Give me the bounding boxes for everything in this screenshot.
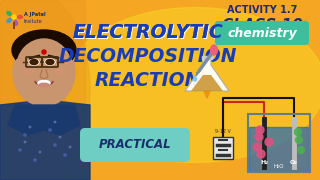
Text: Insitute: Insitute (24, 19, 43, 24)
Circle shape (39, 151, 41, 153)
Bar (248, 114, 310, 172)
Polygon shape (0, 100, 90, 180)
Circle shape (24, 141, 26, 143)
Ellipse shape (30, 60, 38, 64)
Circle shape (265, 138, 273, 146)
Ellipse shape (39, 83, 49, 87)
Ellipse shape (65, 8, 320, 163)
Ellipse shape (211, 45, 218, 55)
Circle shape (256, 126, 264, 134)
Text: ELECTROLYTIC: ELECTROLYTIC (73, 22, 223, 42)
Ellipse shape (14, 37, 74, 67)
Polygon shape (185, 58, 229, 91)
Text: H₂O: H₂O (274, 164, 284, 169)
Text: DECOMPOSITION: DECOMPOSITION (59, 46, 237, 66)
Polygon shape (8, 105, 80, 135)
Circle shape (257, 150, 265, 158)
Polygon shape (0, 0, 85, 180)
Text: REACTION: REACTION (95, 71, 201, 89)
Ellipse shape (47, 60, 53, 64)
Ellipse shape (38, 80, 50, 86)
Circle shape (54, 144, 56, 146)
Circle shape (42, 50, 46, 54)
Ellipse shape (14, 20, 18, 25)
Text: O₂: O₂ (290, 160, 298, 165)
Circle shape (69, 146, 71, 148)
Text: chemistry: chemistry (227, 26, 297, 39)
Circle shape (34, 159, 36, 161)
Circle shape (19, 149, 21, 151)
Ellipse shape (17, 39, 71, 97)
Ellipse shape (29, 59, 39, 65)
Ellipse shape (23, 69, 33, 75)
Ellipse shape (0, 0, 90, 180)
Circle shape (64, 154, 66, 156)
Text: H₂: H₂ (260, 160, 268, 165)
Polygon shape (196, 71, 200, 76)
Bar (213, 137, 233, 159)
Polygon shape (204, 91, 210, 98)
Ellipse shape (13, 38, 75, 106)
Ellipse shape (55, 69, 65, 75)
FancyBboxPatch shape (80, 128, 190, 162)
Ellipse shape (12, 30, 76, 70)
Ellipse shape (15, 39, 73, 101)
Circle shape (253, 143, 261, 151)
Circle shape (295, 136, 302, 143)
FancyBboxPatch shape (215, 21, 309, 45)
Circle shape (24, 134, 26, 136)
Ellipse shape (46, 60, 54, 64)
Text: 9-12 V: 9-12 V (215, 129, 231, 134)
Circle shape (29, 126, 31, 128)
Circle shape (298, 147, 305, 154)
Text: ELECTROLYTIC: ELECTROLYTIC (74, 24, 224, 42)
Ellipse shape (31, 60, 37, 64)
Ellipse shape (7, 19, 11, 22)
Ellipse shape (18, 15, 22, 19)
Bar (32, 89, 54, 107)
Text: ELECTROLYTIC: ELECTROLYTIC (73, 22, 223, 42)
Ellipse shape (194, 77, 196, 81)
Text: CLASS 10: CLASS 10 (222, 17, 302, 33)
Circle shape (294, 129, 301, 136)
Ellipse shape (45, 59, 55, 65)
Ellipse shape (14, 9, 18, 14)
Circle shape (54, 121, 56, 123)
Bar (202, 56, 212, 59)
Circle shape (59, 136, 61, 138)
Text: A JPatel: A JPatel (24, 12, 46, 17)
Text: PRACTICAL: PRACTICAL (99, 138, 171, 152)
Polygon shape (191, 75, 223, 91)
Circle shape (255, 133, 263, 141)
Bar (249, 127, 309, 171)
Circle shape (49, 129, 51, 131)
Ellipse shape (7, 12, 11, 15)
Circle shape (12, 15, 16, 19)
Text: ACTIVITY 1.7: ACTIVITY 1.7 (227, 5, 297, 15)
